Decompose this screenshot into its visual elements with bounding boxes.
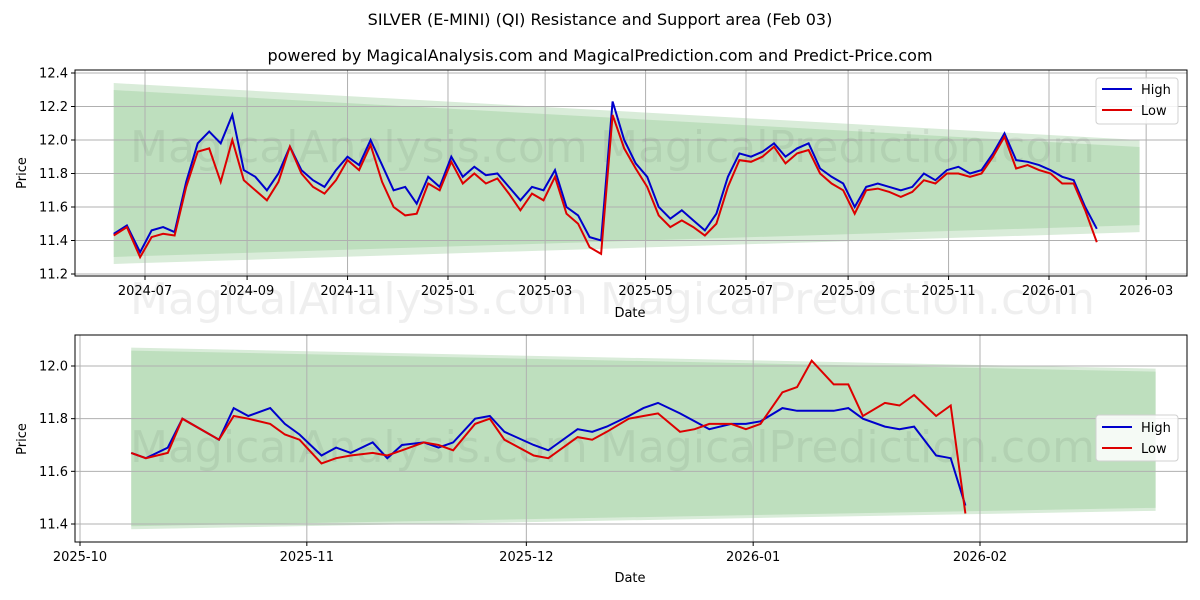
band-inner xyxy=(131,350,1156,527)
x-tick-label: 2026-01 xyxy=(726,550,780,565)
y-tick-label: 12.0 xyxy=(39,360,68,375)
y-tick-label: 11.8 xyxy=(39,167,68,182)
legend: High Low xyxy=(1095,414,1179,462)
y-tick-label: 12.2 xyxy=(39,100,68,115)
chart-subtitle: powered by MagicalAnalysis.com and Magic… xyxy=(267,46,933,65)
y-axis-ticks: 11.2 11.4 11.6 11.8 12.0 12.2 12.4 xyxy=(39,67,75,283)
watermark-left: MagicalAnalysis.com xyxy=(130,422,588,473)
y-tick-label: 11.4 xyxy=(39,518,68,533)
watermark-left-2: MagicalAnalysis.com xyxy=(130,274,588,325)
y-tick-label: 11.4 xyxy=(39,234,68,249)
x-axis-label: Date xyxy=(614,571,645,586)
x-axis-label: Date xyxy=(614,306,645,321)
legend-low-label: Low xyxy=(1141,104,1167,119)
y-tick-label: 11.6 xyxy=(39,201,68,216)
y-axis-label: Price xyxy=(15,423,30,455)
x-tick-label: 2026-01 xyxy=(1022,284,1076,299)
y-axis-ticks: 11.4 11.6 11.8 12.0 xyxy=(39,360,75,533)
legend: High Low xyxy=(1095,77,1179,125)
x-tick-label: 2024-11 xyxy=(320,284,374,299)
y-tick-label: 11.8 xyxy=(39,412,68,427)
watermark-right: MagicalPrediction.com xyxy=(600,122,1095,173)
y-axis-label: Price xyxy=(15,157,30,189)
x-tick-label: 2025-03 xyxy=(518,284,572,299)
x-tick-label: 2026-03 xyxy=(1119,284,1173,299)
y-tick-label: 12.4 xyxy=(39,67,68,82)
x-tick-label: 2025-11 xyxy=(921,284,975,299)
low-series-line xyxy=(130,359,967,514)
plot-frame xyxy=(74,334,1188,543)
chart-title: SILVER (E-MINI) (QI) Resistance and Supp… xyxy=(367,10,833,29)
bottom-panel: MagicalAnalysis.com MagicalPrediction.co… xyxy=(15,334,1188,586)
low-series-line xyxy=(113,114,1098,260)
x-tick-label: 2025-05 xyxy=(618,284,672,299)
legend-high-label: High xyxy=(1141,421,1171,436)
x-tick-label: 2025-10 xyxy=(53,550,107,565)
x-tick-label: 2025-12 xyxy=(499,550,553,565)
x-tick-label: 2024-07 xyxy=(118,284,172,299)
legend-low-label: Low xyxy=(1141,442,1167,457)
x-axis-ticks: 2024-07 2024-09 2024-11 2025-01 2025-03 2025-… xyxy=(118,276,1173,299)
x-tick-label: 2025-07 xyxy=(719,284,773,299)
x-tick-label: 2026-02 xyxy=(953,550,1007,565)
legend-high-label: High xyxy=(1141,83,1171,98)
y-tick-label: 12.0 xyxy=(39,134,68,149)
x-tick-label: 2025-09 xyxy=(821,284,875,299)
x-axis-ticks: 2025-10 2025-11 2025-12 2026-01 2026-02 xyxy=(53,542,1007,565)
high-series-line xyxy=(113,101,1098,255)
x-tick-label: 2024-09 xyxy=(220,284,274,299)
watermark-right-2: MagicalPrediction.com xyxy=(600,274,1095,325)
y-tick-label: 11.6 xyxy=(39,465,68,480)
x-tick-label: 2025-11 xyxy=(280,550,334,565)
support-resistance-band xyxy=(131,347,1156,530)
x-tick-label: 2025-01 xyxy=(421,284,475,299)
high-series-line xyxy=(130,401,967,506)
watermark-right: MagicalPrediction.com xyxy=(600,422,1095,473)
top-panel: MagicalAnalysis.com MagicalPrediction.co… xyxy=(15,67,1188,325)
y-tick-label: 11.2 xyxy=(39,268,68,283)
